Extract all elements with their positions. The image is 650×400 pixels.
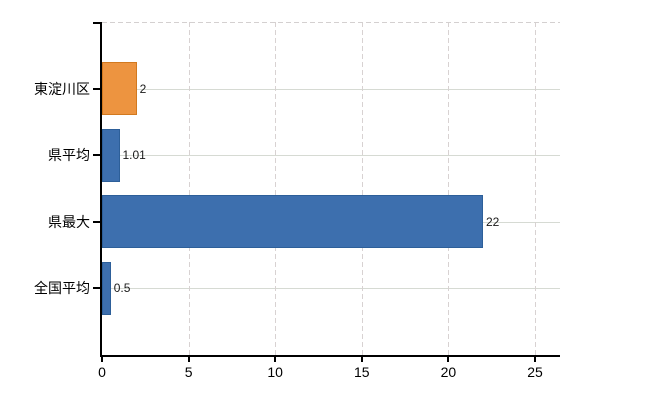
bar-1 <box>102 62 137 115</box>
bar-value-label: 2 <box>139 81 147 96</box>
x-tick-label: 20 <box>440 364 457 380</box>
x-tick-label: 10 <box>267 364 283 380</box>
horizontal-gridline <box>102 288 560 289</box>
vertical-gridline <box>188 22 190 355</box>
vertical-gridline <box>275 22 277 355</box>
y-axis-tick <box>93 220 101 223</box>
x-tick-label: 15 <box>354 364 370 380</box>
x-axis-tick <box>534 356 536 362</box>
x-tick-label: 5 <box>184 364 193 380</box>
horizontal-gridline <box>102 88 560 90</box>
x-axis-tick <box>360 356 363 362</box>
vertical-gridline <box>361 22 363 355</box>
category-label: 県最大 <box>48 213 90 230</box>
x-axis-tick <box>447 356 450 362</box>
vertical-gridline <box>535 22 536 355</box>
horizontal-gridline <box>102 155 560 156</box>
x-tick-label: 25 <box>527 364 543 380</box>
bar-2 <box>102 128 120 182</box>
category-label: 東淀川区 <box>34 80 90 97</box>
plot-top-border <box>102 22 560 23</box>
x-axis-tick <box>187 356 190 362</box>
category-label: 全国平均 <box>34 280 90 296</box>
bar-3 <box>102 195 483 248</box>
y-axis-tick <box>93 287 101 289</box>
bar-4 <box>102 261 111 315</box>
y-axis-line <box>100 22 102 357</box>
y-axis-tick <box>93 87 101 90</box>
x-tick-label: 0 <box>98 364 106 380</box>
bar-value-label: 22 <box>486 214 500 229</box>
bar-value-label: 0.5 <box>113 281 131 295</box>
x-axis-tick <box>274 356 277 362</box>
x-axis-tick <box>101 356 103 362</box>
bar-value-label: 1.01 <box>122 148 146 162</box>
y-axis-top-tick <box>93 22 101 24</box>
category-label: 県平均 <box>48 147 90 163</box>
x-axis-line <box>100 355 560 357</box>
y-axis-tick <box>93 154 101 156</box>
vertical-gridline <box>448 22 450 355</box>
